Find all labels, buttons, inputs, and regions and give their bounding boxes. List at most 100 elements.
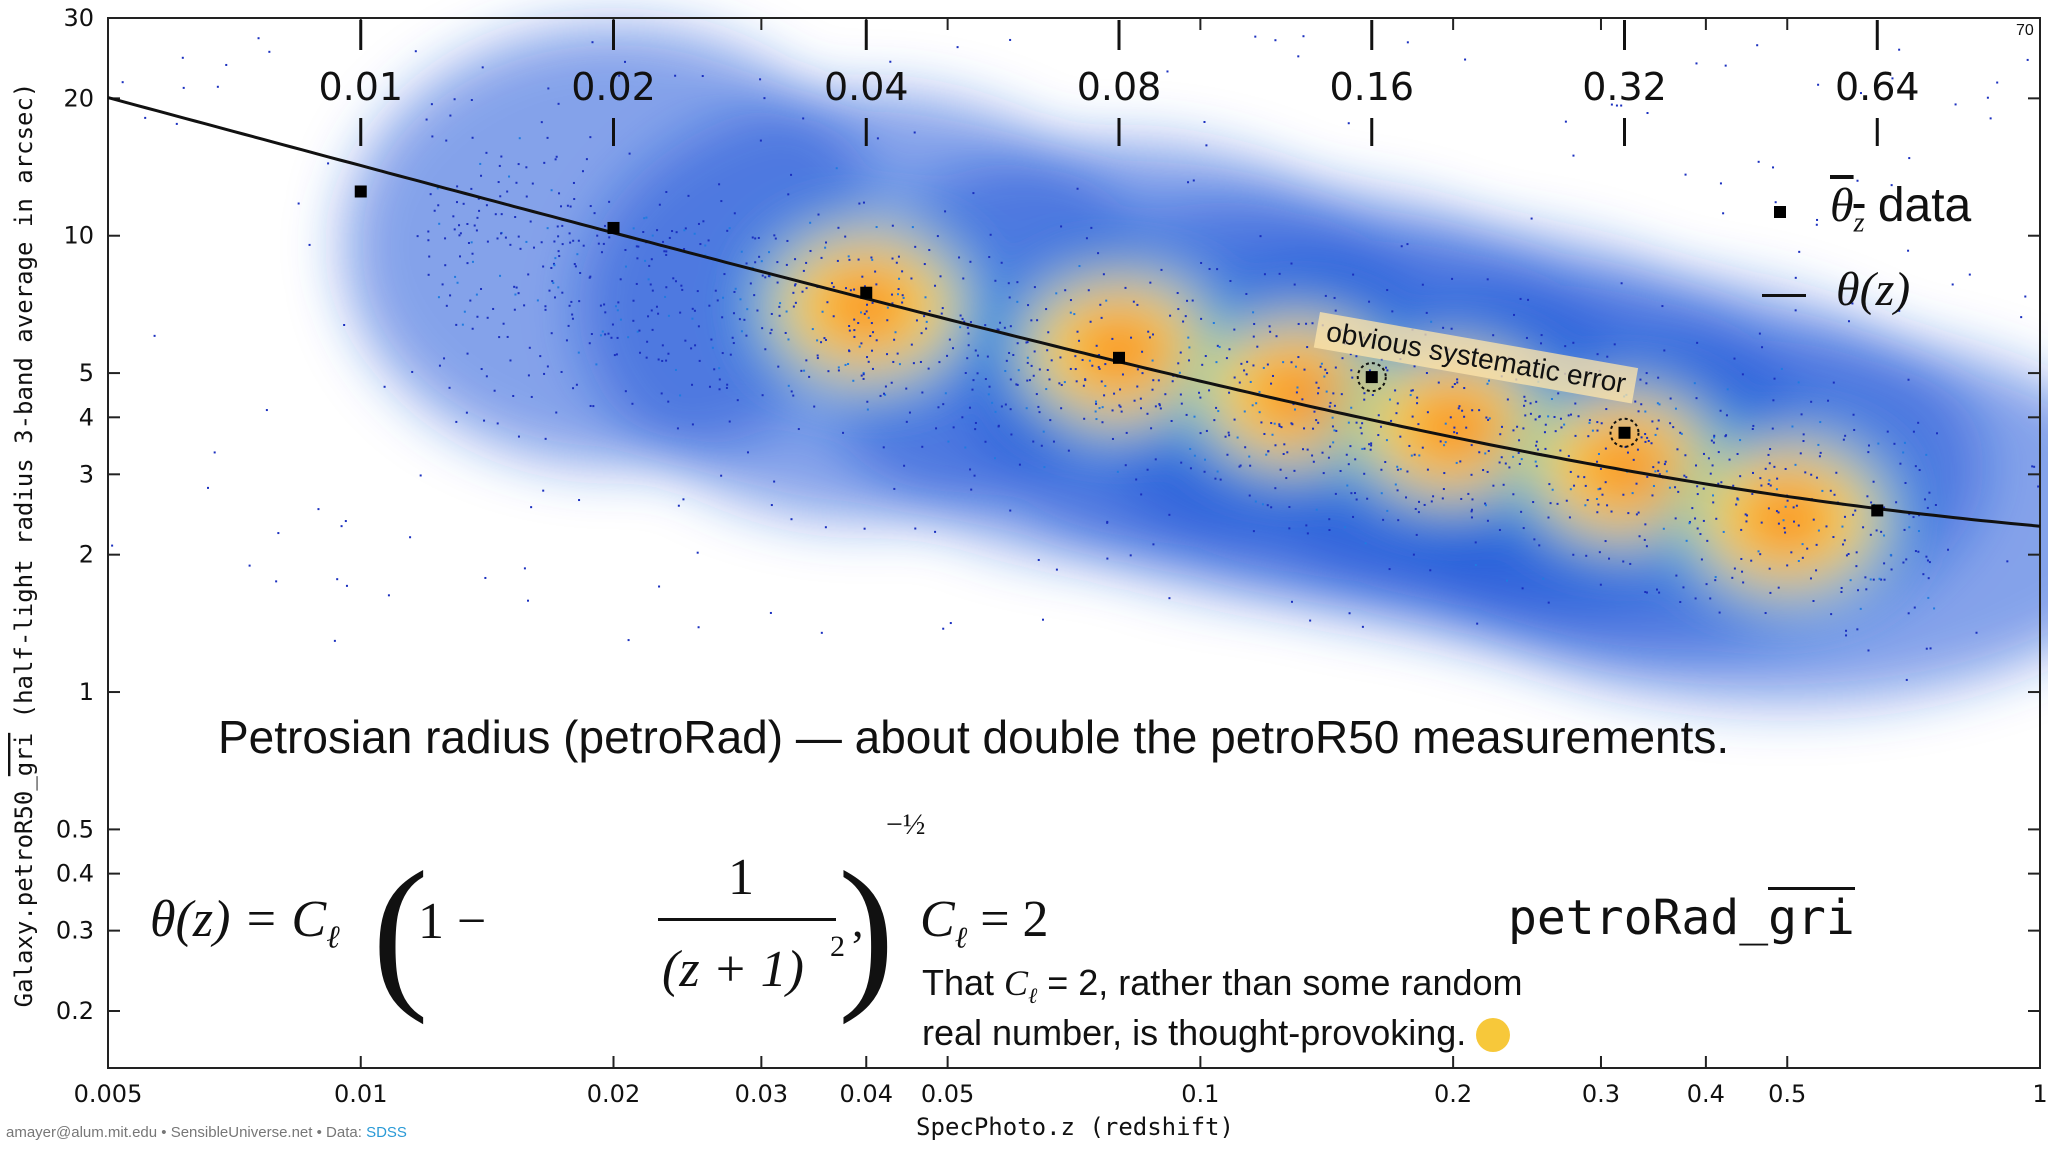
scatter-point [1547,516,1550,519]
scatter-point [751,236,754,239]
scatter-point [802,269,805,272]
scatter-point [387,594,390,597]
scatter-point [1315,381,1318,384]
scatter-point [182,86,185,89]
scatter-point [1688,522,1691,525]
scatter-point [1674,486,1677,489]
scatter-point [1224,435,1227,438]
scatter-point [478,209,481,212]
scatter-point [743,318,746,321]
subtitle-text: Petrosian radius (petroRad) — about doub… [218,711,1730,763]
scatter-point [1792,506,1795,509]
scatter-point [571,317,574,320]
scatter-point [1712,441,1715,444]
scatter-point [1443,444,1446,447]
scatter-point [1696,527,1699,530]
scatter-point [1016,383,1019,386]
scatter-point [527,374,530,377]
scatter-point [1718,611,1721,614]
scatter-point [476,315,479,318]
scatter-point [1714,576,1717,579]
scatter-point [1518,462,1521,465]
note-line-1a: That [922,962,1005,1003]
scatter-point [2033,465,2036,468]
scatter-point [1449,416,1452,419]
scatter-point [883,392,886,395]
scatter-point [1215,361,1218,364]
scatter-point [1597,452,1600,455]
scatter-point [970,488,973,491]
scatter-point [1535,440,1538,443]
scatter-point [1354,492,1357,495]
scatter-point [972,192,975,195]
scatter-point [665,250,668,253]
scatter-point [1254,500,1257,503]
scatter-point [836,259,839,262]
scatter-point [1802,433,1805,436]
scatter-point [1290,262,1293,265]
scatter-point [1554,430,1557,433]
scatter-point [1060,225,1063,228]
scatter-point [1702,519,1705,522]
scatter-point [1169,314,1172,317]
scatter-point [1627,512,1630,515]
scatter-point [463,310,466,313]
scatter-point [1986,96,1989,99]
scatter-point [542,489,545,492]
scatter-point [1736,497,1739,500]
scatter-point [1672,426,1675,429]
scatter-point [1629,562,1632,565]
scatter-point [842,431,845,434]
scatter-point [1456,381,1459,384]
scatter-point [774,237,777,240]
scatter-point [498,164,501,167]
scatter-point [901,294,904,297]
scatter-point [1717,482,1720,485]
scatter-point [1390,419,1393,422]
scatter-point [1573,484,1576,487]
scatter-point [1147,330,1150,333]
scatter-point [871,258,874,261]
scatter-point [1842,543,1845,546]
scatter-point [414,50,417,53]
scatter-point [956,46,959,49]
scatter-point [862,371,865,374]
scatter-point [961,416,964,419]
scatter-point [1702,452,1705,455]
footer-sdss-link[interactable]: SDSS [366,1124,407,1141]
scatter-point [1852,413,1855,416]
scatter-point [816,354,819,357]
scatter-point [1656,402,1659,405]
scatter-point [923,263,926,266]
scatter-point [867,360,870,363]
scatter-point [1845,554,1848,557]
scatter-point [740,330,743,333]
scatter-point [942,403,945,406]
top-marker-label: 0.04 [824,65,909,109]
scatter-point [1654,433,1657,436]
scatter-point [1016,300,1019,303]
scatter-point [940,312,943,315]
scatter-point [1728,458,1731,461]
scatter-point [1695,62,1698,65]
scatter-point [1857,589,1860,592]
scatter-point [1395,412,1398,415]
scatter-point [1996,81,1999,84]
scatter-point [1733,357,1736,360]
scatter-point [592,405,595,408]
scatter-point [778,314,781,317]
scatter-point [1764,612,1767,615]
scatter-point [962,277,965,280]
scatter-point [1599,487,1602,490]
scatter-point [514,216,517,219]
scatter-point [1544,423,1547,426]
scatter-point [1252,311,1255,314]
scatter-point [793,284,796,287]
scatter-point [638,329,641,332]
scatter-point [1130,336,1133,339]
scatter-point [1840,586,1843,589]
scatter-point [1854,509,1857,512]
scatter-point [1335,429,1338,432]
scatter-point [453,98,456,101]
scatter-point [1306,346,1309,349]
